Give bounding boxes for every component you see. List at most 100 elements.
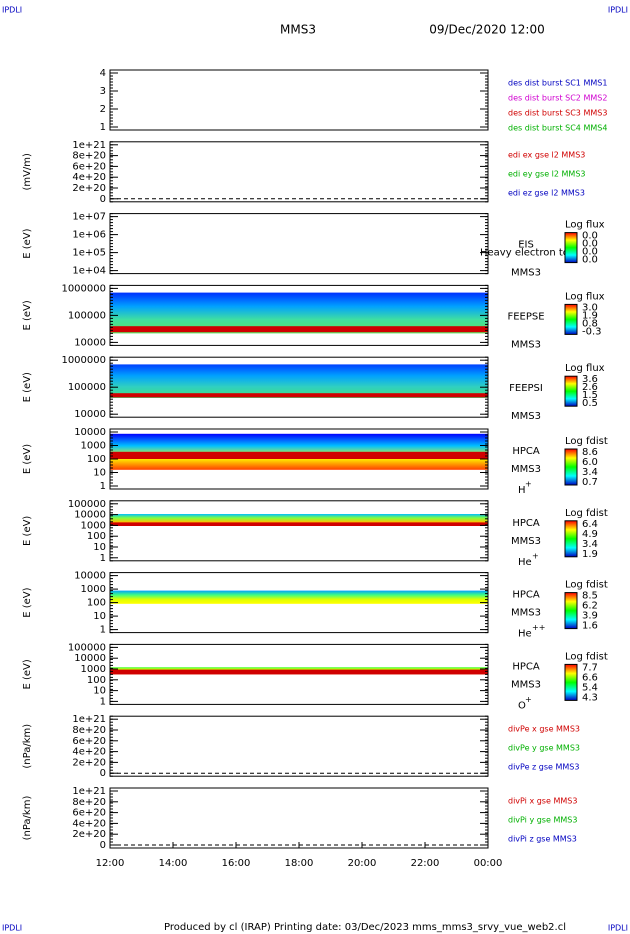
colorbar [564,592,578,630]
instrument-label: EIS [518,240,534,251]
spectrogram-band [110,522,488,526]
instrument-label: HPCA [512,518,540,529]
y-axis-label: E (eV) [22,659,33,689]
legend-entry: des dist burst SC3 MMS3 [508,109,607,118]
colorbar-tick-label: 0.5 [582,398,598,409]
y-axis-label: E (eV) [22,444,33,474]
legend-entry: divPe y gse MMS3 [508,744,580,753]
corner-mark: IPDLI [608,924,628,933]
y-tick-label: 1 [100,553,106,564]
y-axis-label: (nPa/km) [22,796,33,841]
y-tick-label: 4e+20 [72,172,106,183]
y-axis-label: E (eV) [22,300,33,330]
x-tick-label: 20:00 [348,858,377,869]
y-tick-label: 10 [93,611,106,622]
colorbar-tick-label: 0.0 [582,255,598,266]
colorbar [564,303,578,335]
y-tick-label: 100 [87,675,106,686]
x-tick-label: 18:00 [285,858,314,869]
y-axis-label: (mV/m) [22,153,33,191]
y-tick-label: 2e+20 [72,829,106,840]
colorbar [564,520,578,558]
colorbar-tick-label: 0.0 [582,231,598,242]
y-tick-label: 1000 [81,664,106,675]
y-tick-label: 10000 [74,653,106,664]
y-tick-label: 4 [100,68,106,79]
colorbar-tick-label: -0.3 [582,326,602,337]
species-charge: + [532,551,539,560]
legend-entry: divPi y gse MMS3 [508,816,577,825]
panel-frame [109,715,489,777]
colorbar-tick-label: 0.7 [582,477,598,488]
colorbar-title: Log fdist [565,651,608,662]
y-tick-label: 4e+20 [72,818,106,829]
y-tick-label: 2 [100,104,106,115]
spectrogram [110,590,488,604]
colorbar-tick-label: 0.0 [582,239,598,250]
y-tick-label: 100 [87,598,106,609]
colorbar-tick-label: 3.6 [582,374,598,385]
header-spacecraft: MMS3 [280,23,316,37]
y-tick-label: 2e+20 [72,183,106,194]
colorbar-tick-label: 8.5 [582,591,598,602]
colorbar-title: Log fdist [565,436,608,447]
spectrogram-band [110,669,488,675]
y-tick-label: 0 [100,194,106,205]
x-tick-label: 16:00 [222,858,251,869]
corner-mark: IPDLI [2,924,22,933]
y-tick-label: 1000 [81,520,106,531]
y-axis-label: E (eV) [22,372,33,402]
y-tick-label: 8e+20 [72,797,106,808]
y-tick-label: 100 [87,531,106,542]
colorbar-title: Log flux [565,220,605,231]
y-tick-label: 100 [87,454,106,465]
instrument-label: HPCA [512,590,540,601]
y-tick-label: 1000000 [61,283,106,294]
species-label: He [518,629,532,640]
y-tick-label: 100000 [68,310,106,321]
y-tick-label: 1e+07 [72,212,106,223]
colorbar-tick-label: 1.6 [582,621,598,632]
corner-mark: IPDLI [608,6,628,15]
spacecraft-label: MMS3 [511,608,541,619]
colorbar-tick-label: 3.4 [582,467,598,478]
colorbar-title: Log flux [565,363,605,374]
spacecraft-label: MMS3 [511,411,541,422]
panel-frame [109,787,489,849]
y-tick-label: 10 [93,468,106,479]
spectrogram-band [110,451,488,459]
y-tick-label: 1000 [81,584,106,595]
footer: Produced by cl (IRAP) Printing date: 03/… [164,922,566,933]
y-axis-label: (nPa/km) [22,724,33,769]
colorbar-tick-label: 7.7 [582,662,598,673]
colorbar [564,375,578,407]
y-tick-label: 0 [100,840,106,851]
panel-frame [109,213,489,275]
x-tick-label: 22:00 [411,858,440,869]
y-tick-label: 2e+20 [72,757,106,768]
y-tick-label: 1e+21 [72,714,106,725]
y-tick-label: 1e+21 [72,786,106,797]
y-tick-label: 1e+21 [72,140,106,151]
colorbar-tick-label: 0.0 [582,247,598,258]
y-tick-label: 1 [100,481,106,492]
y-axis-label: E (eV) [22,228,33,258]
y-tick-label: 0 [100,768,106,779]
instrument-label: FEEPSI [509,383,543,394]
y-tick-label: 1 [100,625,106,636]
colorbar-tick-label: 0.8 [582,318,598,329]
legend-entry: des dist burst SC1 MMS1 [508,79,607,88]
x-tick-label: 12:00 [96,858,125,869]
y-tick-label: 8e+20 [72,151,106,162]
y-axis-label: E (eV) [22,587,33,617]
y-tick-label: 1 [100,122,106,133]
spacecraft-label: MMS3 [511,339,541,350]
colorbar-tick-label: 2.6 [582,382,598,393]
legend-entry: edi ey gse l2 MMS3 [508,169,586,178]
y-tick-label: 6e+20 [72,161,106,172]
y-tick-label: 1e+05 [72,248,106,259]
species-charge: ++ [532,623,545,632]
colorbar-tick-label: 1.9 [582,310,598,321]
spectrogram-band [110,393,488,398]
y-tick-label: 100000 [68,499,106,510]
